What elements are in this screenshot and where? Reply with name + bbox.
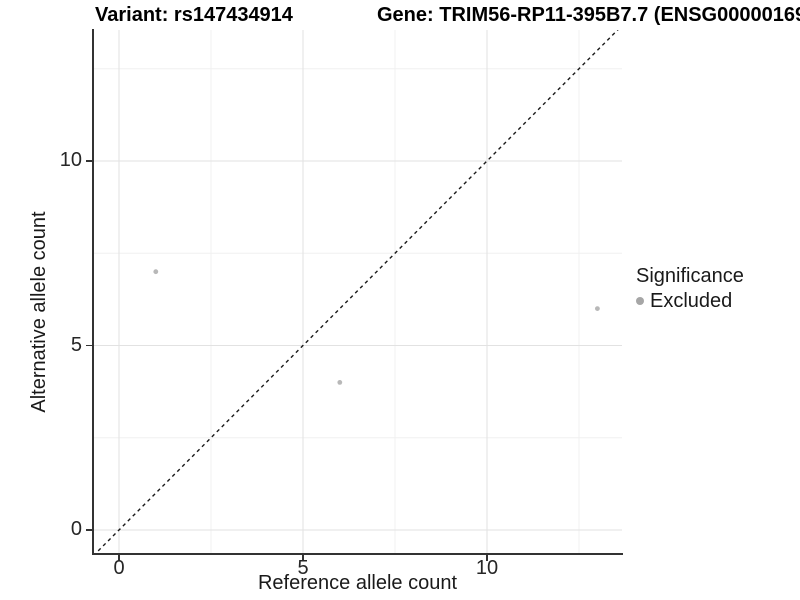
y-tick-label: 0 xyxy=(70,518,82,540)
data-point xyxy=(595,306,600,311)
plot-title-gene: Gene: TRIM56-RP11-395B7.7 (ENSG00000169 xyxy=(377,4,800,26)
y-axis-label: Alternative allele count xyxy=(28,211,50,413)
legend-point-marker-icon xyxy=(636,297,644,305)
legend-item-label: Excluded xyxy=(650,290,733,312)
legend-item-excluded: Excluded xyxy=(636,289,744,313)
y-tick-mark xyxy=(85,344,92,347)
legend: Significance Excluded xyxy=(636,263,744,313)
x-tick-mark xyxy=(118,555,120,561)
x-tick-mark xyxy=(486,555,488,561)
y-axis-line xyxy=(91,29,94,555)
plot-panel xyxy=(93,30,622,553)
y-tick-mark xyxy=(85,529,92,531)
x-tick-label: 5 xyxy=(297,557,309,579)
y-tick-label: 5 xyxy=(70,333,82,356)
x-tick-label: 10 xyxy=(475,557,499,579)
y-tick-label: 10 xyxy=(59,149,82,171)
identity-line xyxy=(95,30,619,553)
legend-title: Significance xyxy=(636,265,744,287)
x-axis-line xyxy=(91,553,623,555)
plot-title-variant: Variant: rs147434914 xyxy=(95,4,293,26)
data-point xyxy=(153,269,159,275)
data-point xyxy=(337,380,343,385)
x-tick-mark xyxy=(302,555,304,561)
x-axis-label: Reference allele count xyxy=(257,572,457,594)
x-tick-label: 0 xyxy=(113,557,125,579)
y-tick-mark xyxy=(85,160,92,162)
